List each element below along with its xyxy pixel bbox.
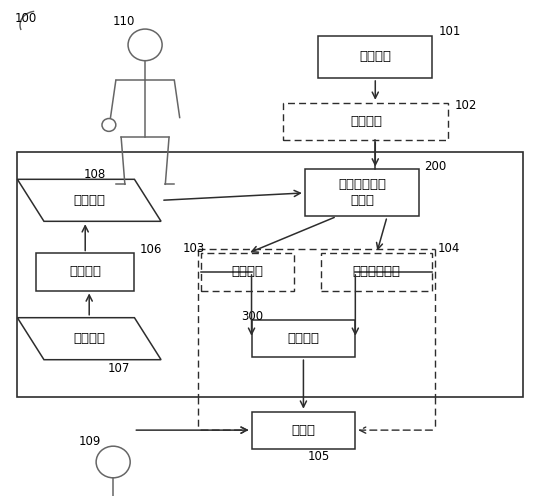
Bar xyxy=(284,103,448,140)
Text: 质量分类输出: 质量分类输出 xyxy=(353,265,401,278)
Bar xyxy=(318,36,432,78)
Bar xyxy=(251,412,355,449)
Bar xyxy=(201,253,294,291)
Text: 300: 300 xyxy=(241,310,263,323)
Text: 多任务深度神
经网络: 多任务深度神 经网络 xyxy=(338,178,386,207)
Text: 106: 106 xyxy=(140,243,162,256)
Text: 109: 109 xyxy=(79,435,101,448)
Text: 训练装置: 训练装置 xyxy=(69,265,101,278)
Bar xyxy=(305,169,419,216)
Text: 100: 100 xyxy=(14,12,37,25)
Text: 分割输出: 分割输出 xyxy=(232,265,264,278)
Text: 模型参数: 模型参数 xyxy=(73,194,105,207)
Text: 200: 200 xyxy=(424,161,447,173)
Text: 102: 102 xyxy=(455,99,477,112)
Text: 超声探头: 超声探头 xyxy=(360,51,391,64)
Text: 104: 104 xyxy=(438,242,460,255)
Bar xyxy=(251,320,355,357)
Bar xyxy=(320,253,432,291)
Text: 测量装置: 测量装置 xyxy=(287,332,319,345)
Polygon shape xyxy=(17,179,161,221)
Text: 医学图像: 医学图像 xyxy=(350,115,382,128)
Bar xyxy=(17,152,523,397)
Text: 105: 105 xyxy=(308,450,330,463)
Text: 显示器: 显示器 xyxy=(292,423,316,437)
Polygon shape xyxy=(17,318,161,360)
Text: 108: 108 xyxy=(84,168,106,181)
Text: 103: 103 xyxy=(182,242,204,255)
Text: 训练数据: 训练数据 xyxy=(73,332,105,345)
Text: 101: 101 xyxy=(439,24,461,38)
Bar xyxy=(36,253,134,291)
Text: 107: 107 xyxy=(108,362,130,375)
Text: 110: 110 xyxy=(113,14,135,28)
